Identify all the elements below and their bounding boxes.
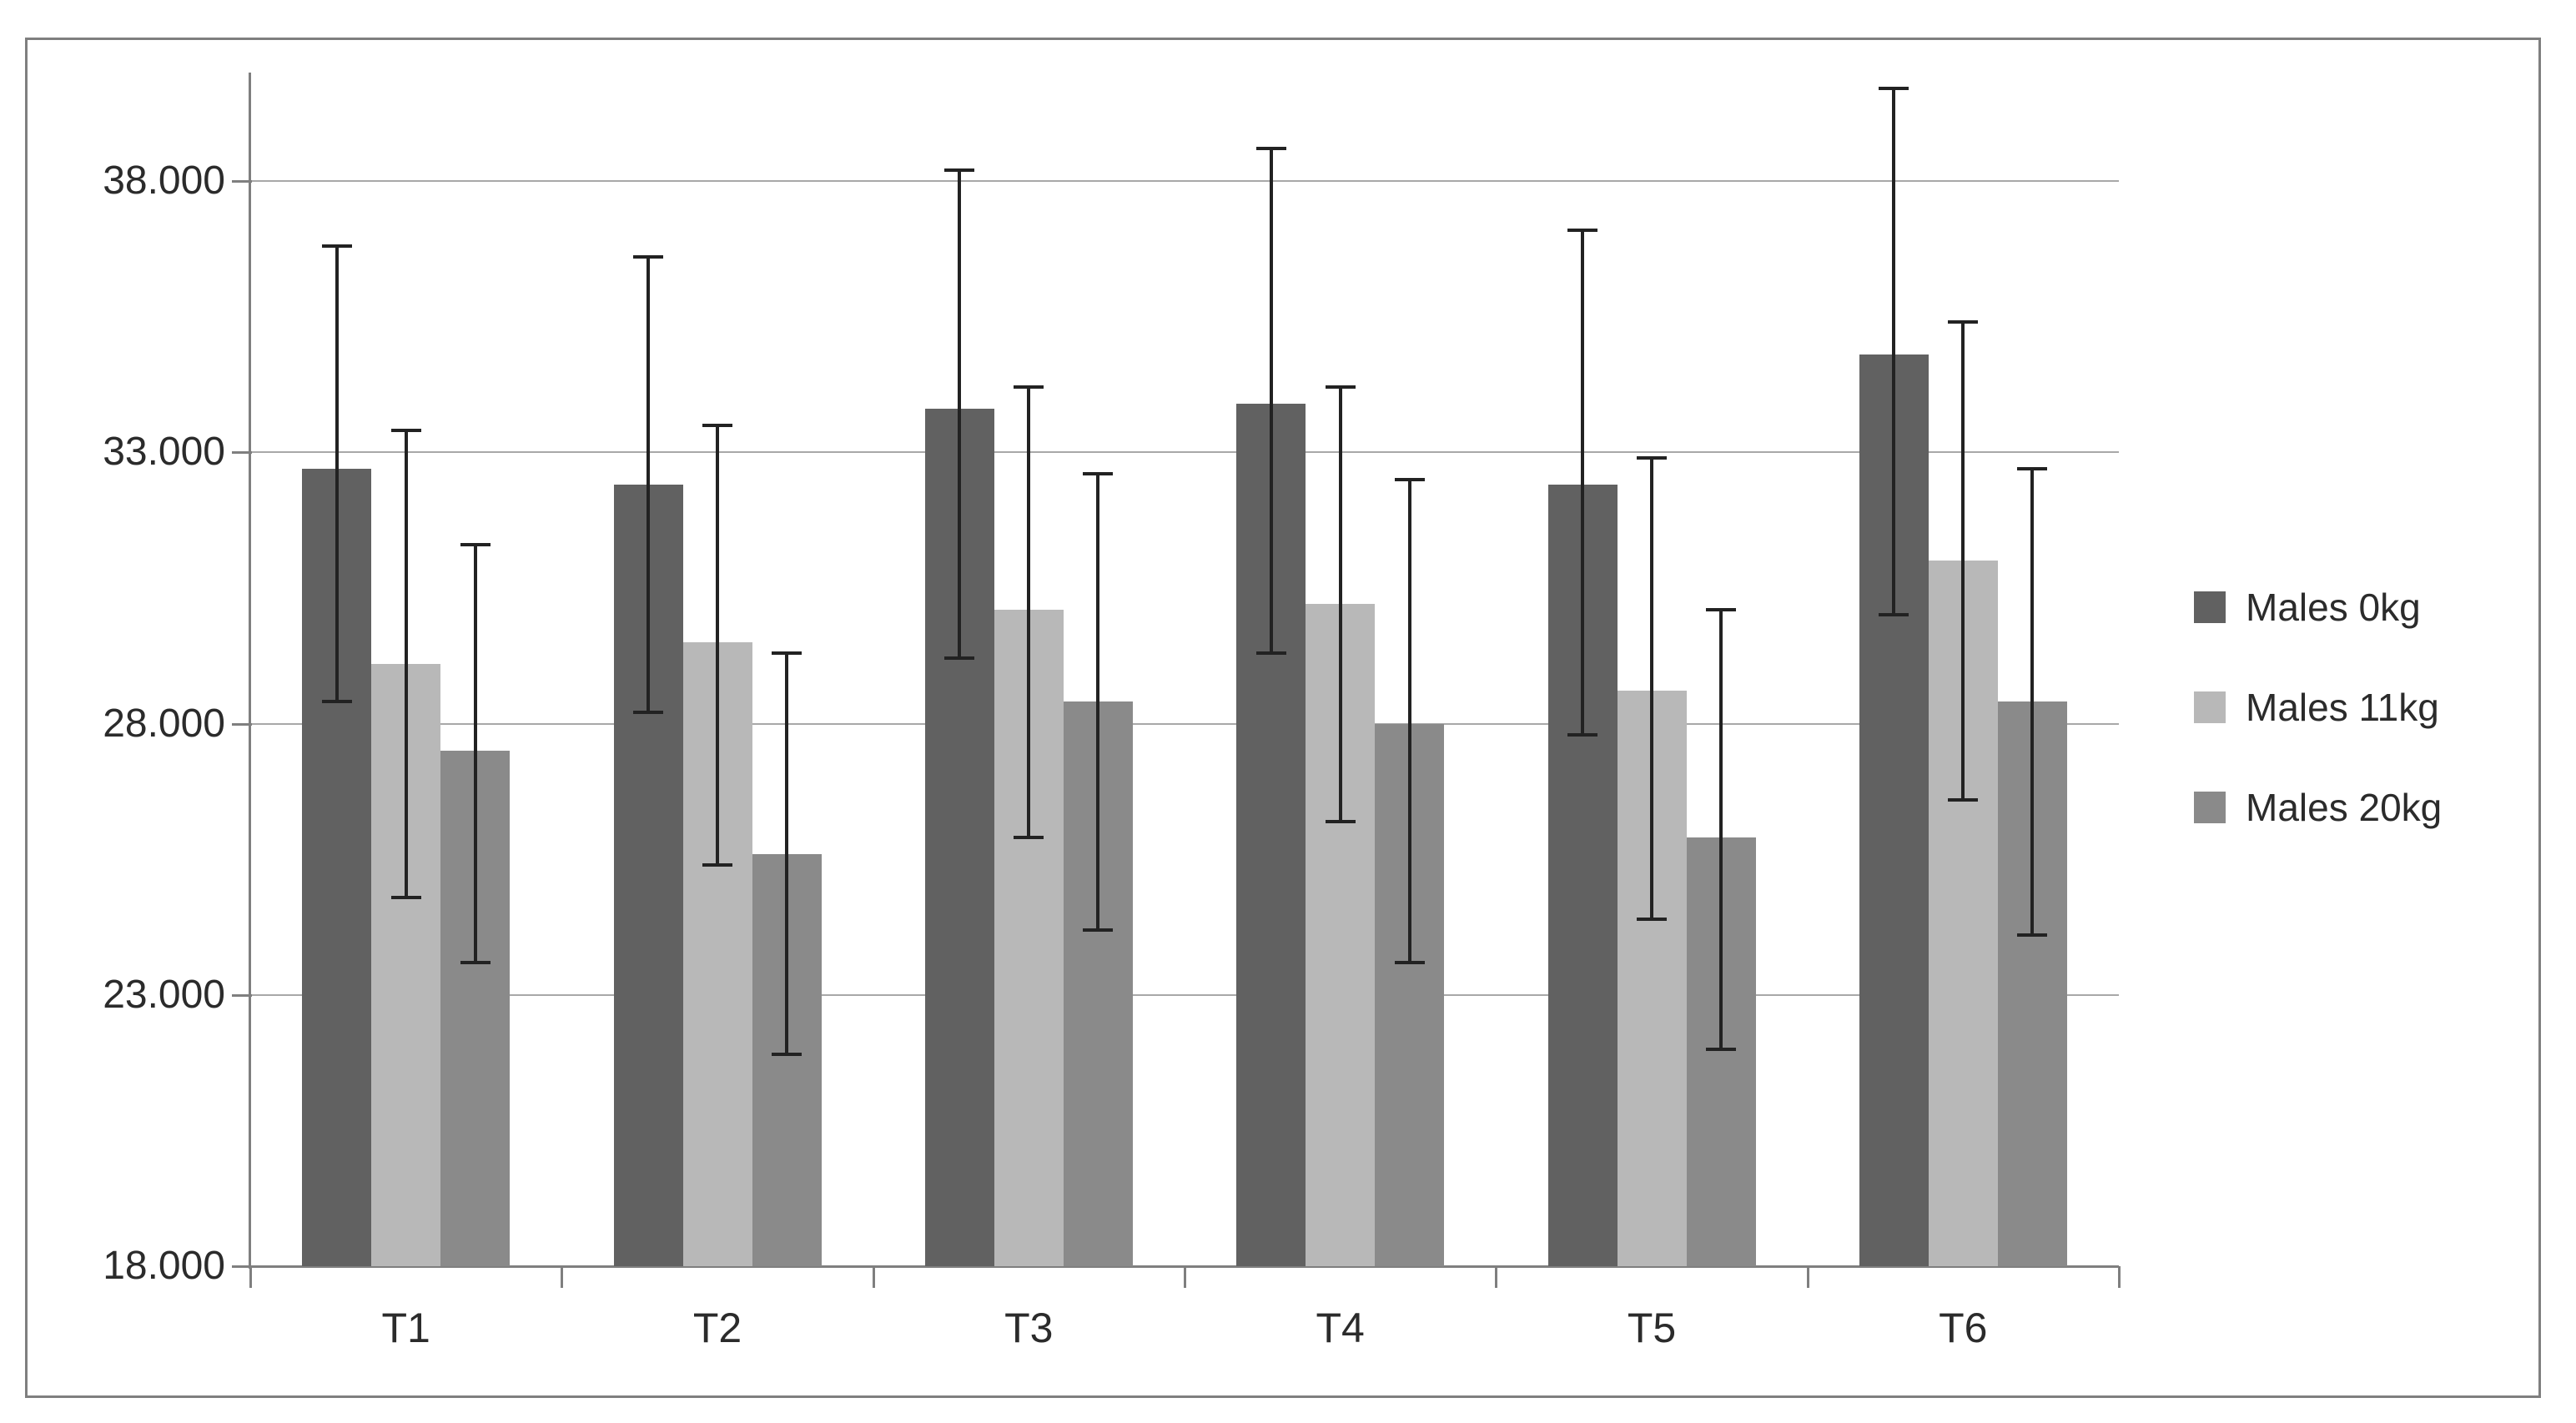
y-axis-tick-label: 18.000 bbox=[103, 1244, 225, 1288]
y-axis-tick bbox=[232, 993, 252, 997]
gridline bbox=[250, 993, 2119, 996]
error-bar-cap-top bbox=[1014, 385, 1044, 390]
error-bar-cap-bottom bbox=[321, 700, 352, 704]
legend-label: Males 20kg bbox=[2246, 786, 2443, 829]
error-bar-cap-bottom bbox=[2017, 933, 2048, 938]
error-bar-line bbox=[1027, 387, 1031, 838]
error-bar-cap-bottom bbox=[944, 656, 975, 661]
legend-label: Males 11kg bbox=[2246, 686, 2439, 729]
error-bar-cap-bottom bbox=[1255, 651, 1286, 655]
error-bar-line bbox=[647, 257, 650, 713]
error-bar-cap-top bbox=[1706, 607, 1736, 611]
x-axis-label: T3 bbox=[1004, 1305, 1054, 1351]
y-axis-tick-label: 28.000 bbox=[103, 701, 225, 746]
error-bar-cap-top bbox=[1567, 228, 1597, 232]
x-axis-label: T4 bbox=[1316, 1305, 1365, 1351]
gridline bbox=[250, 451, 2119, 454]
error-bar-cap-bottom bbox=[1014, 836, 1044, 840]
error-bar-cap-bottom bbox=[702, 862, 732, 867]
error-bar-line bbox=[1269, 148, 1273, 653]
x-axis-tick bbox=[2118, 1266, 2121, 1288]
gridline bbox=[250, 180, 2119, 182]
x-axis-tick bbox=[872, 1266, 875, 1288]
error-bar-cap-bottom bbox=[1879, 613, 1909, 617]
error-bar-cap-top bbox=[1325, 385, 1356, 390]
y-axis-tick bbox=[232, 451, 252, 455]
y-axis-tick bbox=[232, 722, 252, 726]
x-axis-label: T6 bbox=[1939, 1305, 1988, 1351]
legend-swatch-icon bbox=[2194, 591, 2226, 623]
error-bar-line bbox=[1719, 609, 1723, 1049]
error-bar-cap-top bbox=[702, 423, 732, 427]
error-bar-cap-bottom bbox=[772, 1053, 802, 1057]
x-axis-tick bbox=[1806, 1266, 1809, 1288]
error-bar-cap-top bbox=[772, 651, 802, 655]
error-bar-line bbox=[1650, 457, 1653, 919]
x-axis-label: T5 bbox=[1627, 1305, 1677, 1351]
error-bar-cap-bottom bbox=[460, 960, 491, 964]
y-axis-tick-label: 38.000 bbox=[103, 158, 225, 203]
x-axis-tick bbox=[561, 1266, 564, 1288]
legend-label: Males 0kg bbox=[2246, 586, 2421, 629]
error-bar-cap-top bbox=[1083, 472, 1114, 476]
error-bar-cap-top bbox=[1394, 477, 1425, 481]
error-bar-cap-top bbox=[1637, 455, 1667, 460]
error-bar-line bbox=[1407, 479, 1411, 963]
error-bar-cap-bottom bbox=[1567, 732, 1597, 737]
error-bar-line bbox=[473, 544, 477, 963]
error-bar-line bbox=[1096, 474, 1100, 930]
error-bar-cap-top bbox=[321, 244, 352, 249]
legend-swatch-icon bbox=[2194, 792, 2226, 823]
x-axis-label: T1 bbox=[381, 1305, 430, 1351]
error-bar-line bbox=[1961, 322, 1965, 800]
error-bar-cap-bottom bbox=[1706, 1047, 1736, 1051]
y-axis-tick bbox=[232, 180, 252, 183]
error-bar-cap-bottom bbox=[1637, 917, 1667, 921]
error-bar-cap-bottom bbox=[1083, 928, 1114, 932]
error-bar-cap-bottom bbox=[1325, 819, 1356, 823]
legend-swatch-icon bbox=[2194, 691, 2226, 723]
x-axis-tick bbox=[1495, 1266, 1498, 1288]
error-bar-cap-top bbox=[1879, 87, 1909, 91]
error-bar-cap-top bbox=[2017, 466, 2048, 470]
error-bar-line bbox=[1338, 387, 1342, 822]
error-bar-line bbox=[404, 430, 408, 898]
y-axis-tick-label: 23.000 bbox=[103, 972, 225, 1017]
x-axis-tick bbox=[249, 1266, 252, 1288]
y-axis-line bbox=[249, 73, 251, 1269]
error-bar-cap-top bbox=[390, 429, 421, 433]
error-bar-cap-bottom bbox=[633, 711, 663, 715]
error-bar-cap-bottom bbox=[1948, 797, 1979, 802]
error-bar-line bbox=[335, 246, 339, 702]
x-axis-tick bbox=[1184, 1266, 1186, 1288]
error-bar-cap-top bbox=[1255, 146, 1286, 150]
y-axis-tick-label: 33.000 bbox=[103, 430, 225, 475]
x-axis-label: T2 bbox=[692, 1305, 742, 1351]
error-bar-line bbox=[958, 169, 962, 659]
error-bar-line bbox=[785, 652, 788, 1055]
error-bar-cap-top bbox=[460, 542, 491, 546]
error-bar-line bbox=[1581, 229, 1584, 735]
y-axis-tick bbox=[232, 1265, 252, 1268]
error-bar-cap-top bbox=[1948, 320, 1979, 324]
error-bar-cap-top bbox=[633, 255, 663, 259]
gridline bbox=[250, 722, 2119, 725]
error-bar-line bbox=[1892, 88, 1896, 616]
error-bar-cap-bottom bbox=[1394, 960, 1425, 964]
error-bar-line bbox=[2030, 468, 2035, 936]
error-bar-cap-bottom bbox=[390, 895, 421, 899]
error-bar-cap-top bbox=[944, 168, 975, 172]
error-bar-line bbox=[716, 425, 719, 865]
